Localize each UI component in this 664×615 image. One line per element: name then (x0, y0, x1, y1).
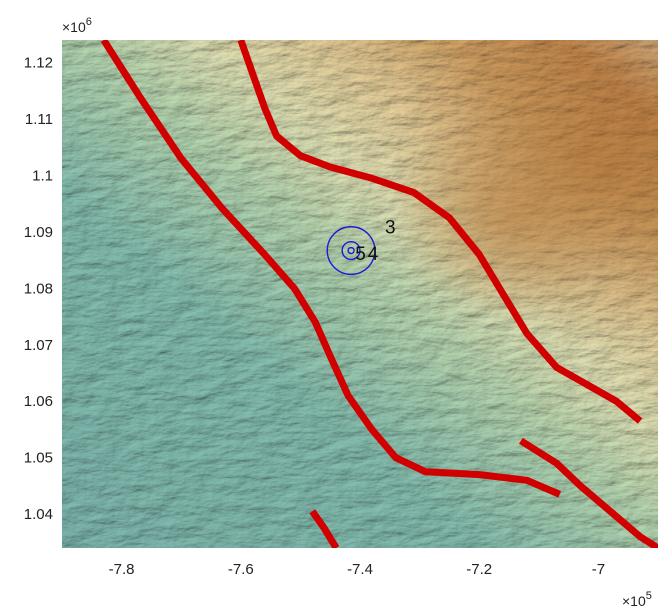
ring-label: 5 (355, 244, 366, 265)
x-axis-ticks: -7.8 -7.6 -7.4 -7.2 -7 (109, 561, 605, 578)
map-area: 5 43 (62, 40, 658, 548)
x-multiplier-base: ×10 (622, 593, 646, 609)
x-multiplier-exponent: 5 (646, 590, 652, 602)
y-tick-label: 1.06 (24, 393, 53, 410)
y-tick-label: 1.04 (24, 506, 53, 523)
y-axis-ticks: 1.04 1.05 1.06 1.07 1.08 1.09 1.1 1.11 1.12 (24, 55, 53, 524)
fault-line (100, 40, 562, 498)
x-tick-label: -7.2 (466, 561, 492, 578)
x-tick-label: -7.6 (228, 561, 254, 578)
distance-ring (326, 226, 376, 276)
y-tick-label: 1.08 (24, 280, 53, 297)
distance-ring (347, 246, 355, 255)
fault-line (237, 40, 643, 424)
y-tick-label: 1.12 (24, 55, 53, 72)
y-tick-label: 1.05 (24, 450, 53, 467)
y-tick-label: 1.09 (24, 224, 53, 241)
x-axis-multiplier: ×105 (622, 590, 652, 609)
distance-rings: 5 43 (326, 218, 396, 276)
distance-ring (341, 240, 361, 261)
y-multiplier-exponent: 6 (86, 16, 92, 28)
x-tick-label: -7.4 (347, 561, 373, 578)
fault-line (519, 437, 658, 548)
x-tick-label: -7.8 (109, 561, 135, 578)
y-tick-label: 1.11 (25, 111, 53, 128)
y-multiplier-base: ×10 (62, 19, 86, 35)
y-axis-multiplier: ×106 (62, 16, 92, 35)
fault-line (309, 509, 340, 548)
x-tick-label: -7 (592, 561, 605, 578)
ring-label: 4 (368, 244, 379, 265)
y-tick-label: 1.1 (32, 167, 53, 184)
y-tick-label: 1.07 (24, 337, 53, 354)
fault-lines (100, 40, 658, 548)
ring-label: 3 (385, 218, 396, 239)
